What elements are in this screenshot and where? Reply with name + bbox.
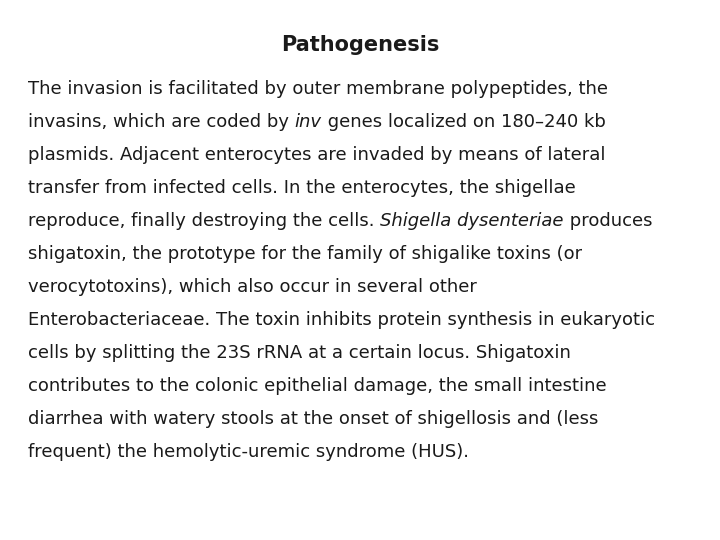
Text: Pathogenesis: Pathogenesis xyxy=(281,35,439,55)
Text: contributes to the colonic epithelial damage, the small intestine: contributes to the colonic epithelial da… xyxy=(28,377,607,395)
Text: plasmids. Adjacent enterocytes are invaded by means of lateral: plasmids. Adjacent enterocytes are invad… xyxy=(28,146,606,164)
Text: verocytotoxins), which also occur in several other: verocytotoxins), which also occur in sev… xyxy=(28,278,477,296)
Text: The invasion is facilitated by outer membrane polypeptides, the: The invasion is facilitated by outer mem… xyxy=(28,80,608,98)
Text: Shigella dysenteriae: Shigella dysenteriae xyxy=(380,212,564,230)
Text: frequent) the hemolytic-uremic syndrome (HUS).: frequent) the hemolytic-uremic syndrome … xyxy=(28,443,469,461)
Text: shigatoxin, the prototype for the family of shigalike toxins (or: shigatoxin, the prototype for the family… xyxy=(28,245,582,263)
Text: genes localized on 180–240 kb: genes localized on 180–240 kb xyxy=(322,113,606,131)
Text: Enterobacteriaceae. The toxin inhibits protein synthesis in eukaryotic: Enterobacteriaceae. The toxin inhibits p… xyxy=(28,311,655,329)
Text: invasins, which are coded by: invasins, which are coded by xyxy=(28,113,294,131)
Text: cells by splitting the 23S rRNA at a certain locus. Shigatoxin: cells by splitting the 23S rRNA at a cer… xyxy=(28,344,571,362)
Text: inv: inv xyxy=(294,113,322,131)
Text: produces: produces xyxy=(564,212,652,230)
Text: reproduce, finally destroying the cells.: reproduce, finally destroying the cells. xyxy=(28,212,380,230)
Text: transfer from infected cells. In the enterocytes, the shigellae: transfer from infected cells. In the ent… xyxy=(28,179,576,197)
Text: diarrhea with watery stools at the onset of shigellosis and (less: diarrhea with watery stools at the onset… xyxy=(28,410,598,428)
